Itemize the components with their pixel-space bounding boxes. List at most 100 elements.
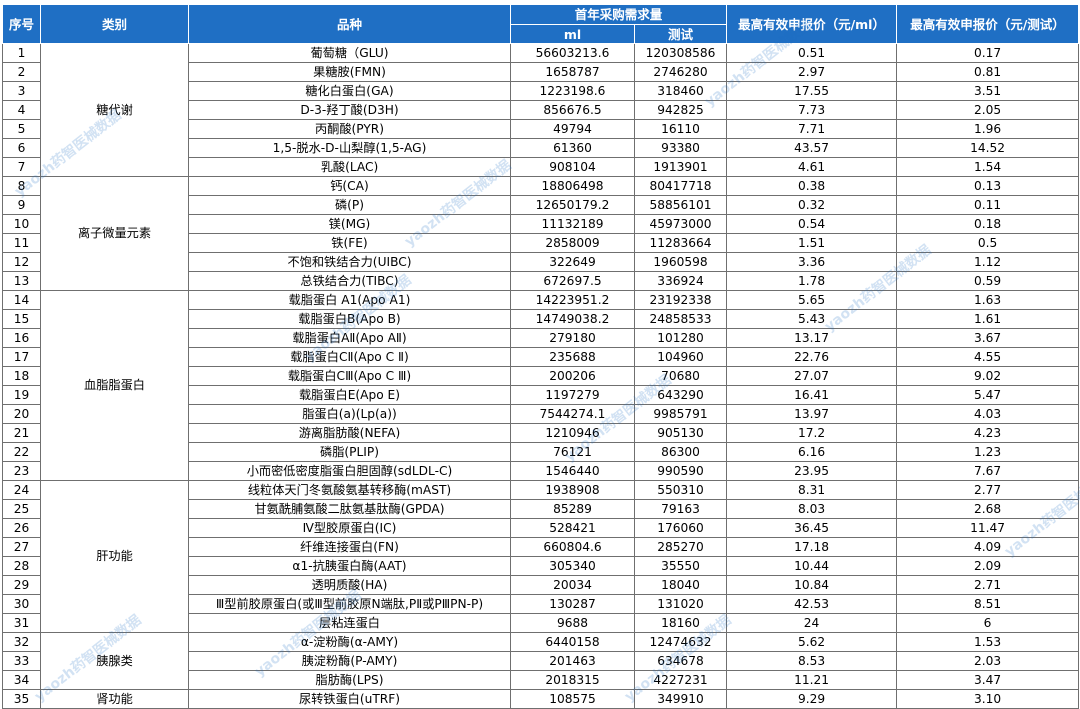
cell-seq: 21 [2,423,41,443]
cell-seq: 34 [2,670,41,690]
cell-price-test: 3.67 [896,328,1080,348]
cell-seq: 22 [2,442,41,462]
cell-ml: 1658787 [510,62,635,82]
cell-ml: 14223951.2 [510,290,635,310]
cell-price-ml: 0.51 [726,43,898,63]
cell-item: 甘氨酰脯氨酸二肽氨基肽酶(GPDA) [188,499,511,519]
header-test: 测试 [633,24,728,44]
cell-test: 990590 [633,461,728,481]
table-row: 34 脂肪酶(LPS) 2018315 4227231 11.21 3.47 [2,670,1080,690]
cell-price-test: 2.77 [896,480,1080,500]
cell-price-test: 6 [896,613,1080,633]
cell-price-ml: 13.97 [726,404,898,424]
cell-price-test: 2.03 [896,651,1080,671]
cell-price-test: 14.52 [896,138,1080,158]
cell-price-ml: 8.31 [726,480,898,500]
cell-test: 131020 [633,594,728,614]
cell-price-test: 1.96 [896,119,1080,139]
cell-price-ml: 7.71 [726,119,898,139]
cell-test: 101280 [633,328,728,348]
cell-seq: 3 [2,81,41,101]
cell-ml: 18806498 [510,176,635,196]
table-row: 21 游离脂肪酸(NEFA) 1210946 905130 17.2 4.23 [2,423,1080,443]
cell-price-ml: 10.44 [726,556,898,576]
cell-test: 58856101 [633,195,728,215]
cell-item: 脂肪酶(LPS) [188,670,511,690]
cell-price-ml: 17.55 [726,81,898,101]
cell-seq: 14 [2,290,41,310]
cell-seq: 24 [2,480,41,500]
header-item: 品种 [188,4,511,44]
cell-price-test: 9.02 [896,366,1080,386]
cell-seq: 33 [2,651,41,671]
cell-item: 总铁结合力(TIBC) [188,271,511,291]
table-row: 30 Ⅲ型前胶原蛋白(或Ⅲ型前胶原N端肽,PⅡ或PⅢPN-P) 130287 1310… [2,594,1080,614]
cell-price-ml: 22.76 [726,347,898,367]
cell-item: 脂蛋白(a)(Lp(a)) [188,404,511,424]
header-row-1: 序号 类别 品种 首年采购需求量 最高有效申报价（元/ml） 最高有效申报价（元… [2,4,1080,44]
cell-ml: 2858009 [510,233,635,253]
cell-seq: 26 [2,518,41,538]
cell-ml: 1546440 [510,461,635,481]
cell-price-test: 1.54 [896,157,1080,177]
cell-test: 23192338 [633,290,728,310]
cell-ml: 108575 [510,689,635,709]
cell-price-test: 3.47 [896,670,1080,690]
cell-ml: 1210946 [510,423,635,443]
table-row: 8 离子微量元素 钙(CA) 18806498 80417718 0.38 0.13 [2,176,1080,291]
cell-price-test: 1.63 [896,290,1080,310]
table-row: 1 糖代谢 葡萄糖（GLU) 56603213.6 120308586 0.51 0.17 [2,43,1080,177]
cell-price-ml: 36.45 [726,518,898,538]
cell-price-ml: 5.43 [726,309,898,329]
cell-price-ml: 3.36 [726,252,898,272]
cell-test: 93380 [633,138,728,158]
cell-item: 载脂蛋白 A1(Apo A1) [188,290,511,310]
cell-price-test: 0.11 [896,195,1080,215]
cell-category: 离子微量元素 [40,176,189,291]
cell-item: 1,5-脱水-D-山梨醇(1,5-AG) [188,138,511,158]
cell-price-test: 0.17 [896,43,1080,63]
table-row: 20 脂蛋白(a)(Lp(a)) 7544274.1 9985791 13.97 4.03 [2,404,1080,424]
cell-item: Ⅲ型前胶原蛋白(或Ⅲ型前胶原N端肽,PⅡ或PⅢPN-P) [188,594,511,614]
table-row: 29 透明质酸(HA) 20034 18040 10.84 2.71 [2,575,1080,595]
cell-ml: 7544274.1 [510,404,635,424]
cell-test: 1960598 [633,252,728,272]
table-row: 35 肾功能 尿转铁蛋白(uTRF) 108575 349910 9.29 3.10 [2,689,1080,709]
cell-item: 游离脂肪酸(NEFA) [188,423,511,443]
cell-item: 不饱和铁结合力(UIBC) [188,252,511,272]
cell-item: 果糖胺(FMN) [188,62,511,82]
cell-ml: 660804.6 [510,537,635,557]
cell-seq: 4 [2,100,41,120]
cell-ml: 856676.5 [510,100,635,120]
cell-seq: 23 [2,461,41,481]
cell-item: 糖化白蛋白(GA) [188,81,511,101]
cell-item: 乳酸(LAC) [188,157,511,177]
cell-test: 2746280 [633,62,728,82]
cell-item: 载脂蛋白CⅡ(Apo C Ⅱ) [188,347,511,367]
cell-category: 肾功能 [40,689,189,709]
cell-item: 葡萄糖（GLU) [188,43,511,63]
cell-price-ml: 2.97 [726,62,898,82]
cell-price-test: 0.59 [896,271,1080,291]
cell-test: 285270 [633,537,728,557]
cell-ml: 130287 [510,594,635,614]
cell-ml: 1938908 [510,480,635,500]
cell-seq: 11 [2,233,41,253]
cell-price-ml: 7.73 [726,100,898,120]
cell-price-test: 8.51 [896,594,1080,614]
table-row: 33 胰淀粉酶(P-AMY) 201463 634678 8.53 2.03 [2,651,1080,671]
cell-item: 小而密低密度脂蛋白胆固醇(sdLDL-C) [188,461,511,481]
cell-seq: 29 [2,575,41,595]
cell-price-test: 3.51 [896,81,1080,101]
cell-price-ml: 1.78 [726,271,898,291]
cell-category: 血脂脂蛋白 [40,290,189,481]
cell-price-ml: 17.2 [726,423,898,443]
cell-test: 79163 [633,499,728,519]
cell-ml: 1197279 [510,385,635,405]
cell-item: D-3-羟丁酸(D3H) [188,100,511,120]
cell-item: 磷脂(PLIP) [188,442,511,462]
cell-test: 349910 [633,689,728,709]
cell-seq: 17 [2,347,41,367]
cell-seq: 25 [2,499,41,519]
cell-price-test: 3.10 [896,689,1080,709]
